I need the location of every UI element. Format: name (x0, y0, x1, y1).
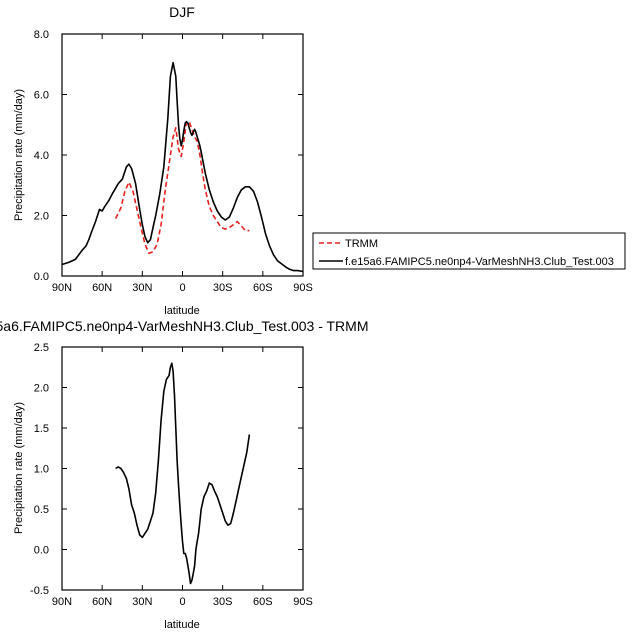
bottom-x-tick-label: 30S (213, 596, 233, 608)
top-y-tick-label: 6.0 (34, 90, 49, 102)
bottom-x-tick-label: 60N (92, 596, 112, 608)
top-panel-title: DJF (169, 4, 195, 20)
top-y-tick-label: 4.0 (34, 150, 49, 162)
bottom-x-tick-label: 30N (132, 596, 152, 608)
bottom-x-tick-label: 90N (52, 596, 72, 608)
bottom-y-tick-label: 0.5 (34, 504, 49, 516)
top-series-lines (61, 61, 304, 273)
bottom-y-tick-label: 2.5 (34, 342, 49, 354)
top-y-tick-label: 8.0 (34, 29, 49, 41)
top-y-tick-label: 2.0 (34, 211, 49, 223)
bottom-y-tick-label: 1.0 (34, 464, 49, 476)
top-x-tick-label: 60S (253, 282, 273, 294)
bottom-y-tick-label: 2.0 (34, 383, 49, 395)
top-x-tick-label: 0 (179, 282, 185, 294)
top-x-tick-label: 30S (213, 282, 233, 294)
bottom-y-tick-label: -0.5 (30, 585, 49, 597)
bottom-panel: 5a6.FAMIPC5.ne0np4-VarMeshNH3.Club_Test.… (0, 318, 368, 631)
top-axis-ticks: 90N 60N 30N 0 30S 60S 90S 0.0 2.0 4.0 6.0 8.0 (34, 29, 313, 294)
bottom-series-line-0 (115, 362, 251, 585)
bottom-y-tick-label: 1.5 (34, 423, 49, 435)
bottom-series-lines (115, 362, 251, 585)
top-y-tick-label: 0.0 (34, 271, 49, 283)
top-y-axis-label: Precipitation rate (mm/day) (13, 89, 25, 221)
top-panel: DJF 90N 60N 30N 0 30S 60S 90S 0.0 2.0 4.0 6.0 8.0 l… (13, 4, 313, 317)
legend-label-trmm: TRMM (345, 238, 378, 250)
legend-box (312, 232, 626, 270)
bottom-x-axis-label: latitude (164, 619, 199, 631)
top-series-line-0 (114, 120, 250, 255)
bottom-plot-frame (61, 346, 304, 591)
bottom-y-tick-label: 0.0 (34, 545, 49, 557)
top-series-line-1 (61, 61, 304, 273)
top-x-tick-label: 90N (52, 282, 72, 294)
top-x-tick-label: 30N (132, 282, 152, 294)
bottom-y-axis-label: Precipitation rate (mm/day) (13, 402, 25, 534)
bottom-x-tick-label: 60S (253, 596, 273, 608)
bottom-axis-ticks: 90N 60N 30N 0 30S 60S 90S -0.5 0.0 0.5 1.0 1.5 2.0 2.… (30, 342, 313, 608)
bottom-panel-title: 5a6.FAMIPC5.ne0np4-VarMeshNH3.Club_Test.… (0, 318, 368, 334)
top-x-axis-label: latitude (164, 305, 199, 317)
bottom-x-tick-label: 0 (179, 596, 185, 608)
bottom-x-tick-label: 90S (293, 596, 313, 608)
legend-label-model: f.e15a6.FAMIPC5.ne0np4-VarMeshNH3.Club_T… (345, 256, 614, 268)
top-x-tick-label: 90S (293, 282, 313, 294)
top-x-tick-label: 60N (92, 282, 112, 294)
legend: TRMM f.e15a6.FAMIPC5.ne0np4-VarMeshNH3.C… (312, 232, 626, 270)
